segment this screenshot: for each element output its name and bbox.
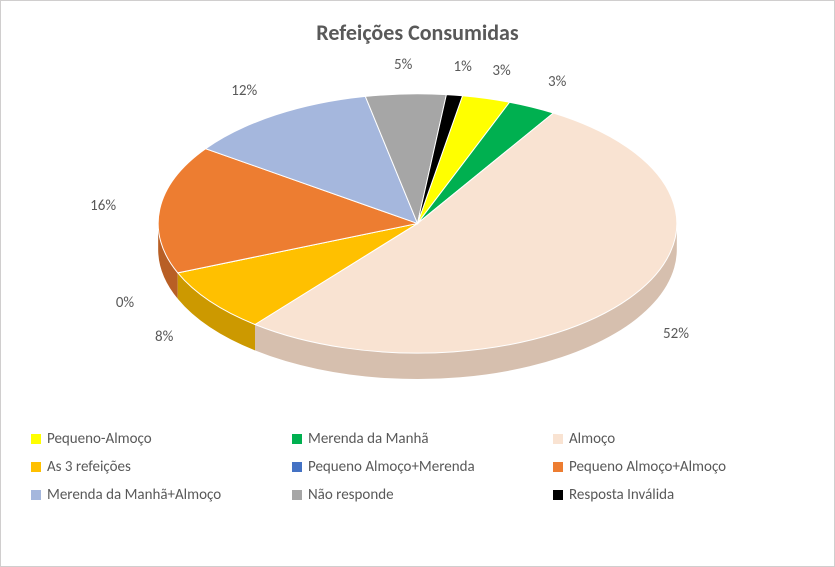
legend-swatch — [553, 462, 563, 472]
data-label: 1% — [453, 58, 471, 76]
legend-label: Pequeno Almoço+Almoço — [569, 458, 726, 476]
legend-label: Resposta Inválida — [569, 486, 674, 504]
data-label: 52% — [663, 325, 689, 343]
legend-label: Merenda da Manhã+Almoço — [47, 486, 221, 504]
legend-item: Merenda da Manhã — [292, 430, 543, 448]
legend-item: Não responde — [292, 486, 543, 504]
data-label: 3% — [548, 73, 566, 91]
legend-label: Almoço — [569, 430, 615, 448]
pie-plot-area: 3% 3% 52% 8% 0% 16% 12% 5% 1% — [31, 50, 804, 420]
chart-title: Refeições Consumidas — [31, 19, 804, 46]
legend-item: Pequeno-Almoço — [31, 430, 282, 448]
legend-label: Não responde — [308, 486, 394, 504]
data-label: 3% — [492, 62, 510, 80]
legend-swatch — [31, 434, 41, 444]
legend-item: As 3 refeições — [31, 458, 282, 476]
data-label: 8% — [155, 328, 173, 346]
data-label: 0% — [116, 294, 134, 312]
legend-item: Pequeno Almoço+Almoço — [553, 458, 804, 476]
legend-swatch — [292, 462, 302, 472]
legend-swatch — [31, 490, 41, 500]
data-label: 5% — [394, 56, 412, 74]
legend-swatch — [553, 490, 563, 500]
legend-swatch — [292, 434, 302, 444]
legend-item: Resposta Inválida — [553, 486, 804, 504]
data-label: 16% — [90, 197, 116, 215]
legend-item: Merenda da Manhã+Almoço — [31, 486, 282, 504]
legend-label: Pequeno Almoço+Merenda — [308, 458, 475, 476]
legend-swatch — [292, 490, 302, 500]
legend-swatch — [31, 462, 41, 472]
pie-3d-svg — [31, 50, 804, 419]
legend: Pequeno-Almoço Merenda da Manhã Almoço As 3… — [31, 430, 804, 504]
legend-label: Pequeno-Almoço — [47, 430, 152, 448]
data-label: 12% — [231, 82, 257, 100]
legend-item: Almoço — [553, 430, 804, 448]
legend-swatch — [553, 434, 563, 444]
legend-label: Merenda da Manhã — [308, 430, 429, 448]
legend-item: Pequeno Almoço+Merenda — [292, 458, 543, 476]
legend-label: As 3 refeições — [47, 458, 131, 476]
chart-frame: Refeições Consumidas 3% 3% 52% 8% 0% 16% 12% 5%… — [0, 0, 835, 567]
